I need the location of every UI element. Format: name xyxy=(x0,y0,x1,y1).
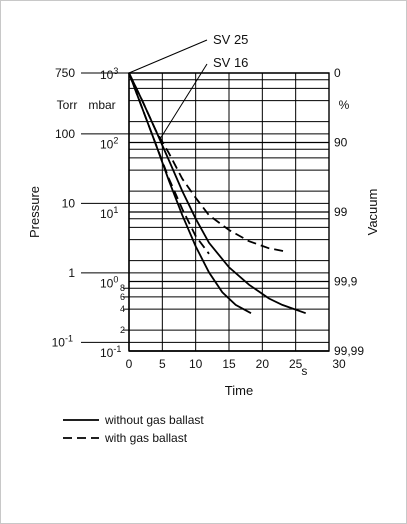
x-tick-label: 25 xyxy=(289,357,303,371)
torr-tick-label: 1 xyxy=(68,266,75,280)
x-tick-label: 10 xyxy=(189,357,203,371)
x-unit-label: s xyxy=(301,364,307,378)
sv25-label: SV 25 xyxy=(213,32,248,47)
x-tick-label: 30 xyxy=(332,357,346,371)
x-tick-label: 20 xyxy=(256,357,270,371)
x-tick-label: 5 xyxy=(159,357,166,371)
mbar-minor-tick-label: 4 xyxy=(120,304,125,314)
x-axis-title: Time xyxy=(225,383,253,398)
torr-tick-label: 750 xyxy=(55,66,75,80)
mbar-unit-label: mbar xyxy=(88,98,115,112)
mbar-minor-tick-label: 2 xyxy=(120,325,125,335)
vacuum-tick-label: 99,9 xyxy=(334,275,358,289)
torr-unit-label: Torr xyxy=(57,98,78,112)
series-line-0 xyxy=(128,72,252,314)
series-line-2 xyxy=(128,72,307,315)
vacuum-unit-label: % xyxy=(339,98,350,112)
sv16-label: SV 16 xyxy=(213,55,248,70)
sv16-leader-line xyxy=(159,63,208,140)
mbar-minor-tick-label: 8 xyxy=(120,283,125,293)
mbar-tick-label: 10-1 xyxy=(100,344,121,360)
sv25-leader-line xyxy=(128,39,208,74)
y2-axis-title: Vacuum xyxy=(365,189,380,236)
series-line-1 xyxy=(128,72,210,255)
mbar-tick-label: 101 xyxy=(100,205,118,221)
vacuum-tick-label: 99,99 xyxy=(334,344,364,358)
vacuum-tick-label: 99 xyxy=(334,205,348,219)
mbar-tick-label: 100 xyxy=(100,275,118,291)
x-tick-label: 0 xyxy=(126,357,133,371)
legend-label: without gas ballast xyxy=(104,413,204,427)
legend-label: with gas ballast xyxy=(104,431,188,445)
mbar-tick-label: 102 xyxy=(100,136,118,152)
series-line-3 xyxy=(128,72,286,253)
torr-tick-label: 10 xyxy=(62,196,76,210)
mbar-tick-label: 103 xyxy=(100,66,118,82)
mbar-minor-tick-label: 6 xyxy=(120,292,125,302)
torr-tick-label: 10-1 xyxy=(52,333,73,349)
torr-tick-label: 100 xyxy=(55,127,75,141)
y-axis-title: Pressure xyxy=(27,186,42,238)
x-tick-label: 15 xyxy=(222,357,236,371)
vacuum-tick-label: 90 xyxy=(334,136,348,150)
vacuum-tick-label: 0 xyxy=(334,66,341,80)
